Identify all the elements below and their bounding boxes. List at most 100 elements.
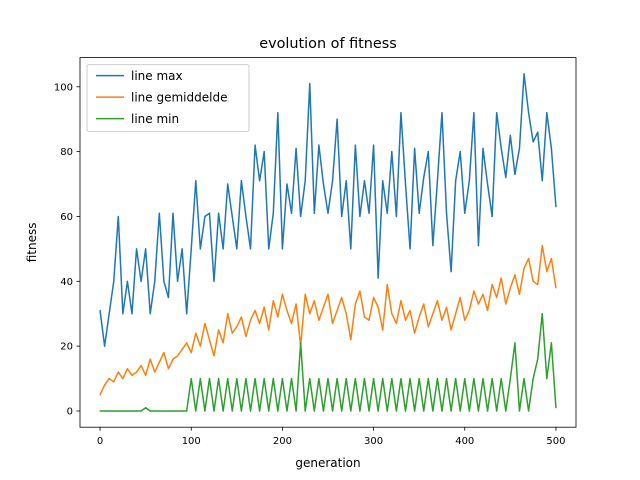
series-0-point bbox=[281, 248, 284, 250]
series-2-point bbox=[204, 410, 206, 412]
series-1-point bbox=[409, 309, 411, 312]
series-2-point bbox=[249, 410, 252, 412]
series-0-point bbox=[391, 151, 393, 153]
series-2-point bbox=[140, 410, 142, 412]
series-2-point bbox=[473, 377, 475, 380]
series-1-point bbox=[345, 313, 347, 315]
series-0-point bbox=[345, 180, 347, 182]
series-2-point bbox=[254, 377, 256, 380]
series-2-point bbox=[468, 410, 470, 412]
series-0-point bbox=[496, 112, 498, 114]
series-0-point bbox=[514, 173, 516, 175]
series-1-point bbox=[231, 332, 233, 334]
series-0-point bbox=[532, 141, 534, 143]
series-0-point bbox=[108, 313, 110, 315]
series-2-point bbox=[227, 377, 229, 380]
series-2-point bbox=[186, 410, 188, 412]
series-1-point bbox=[327, 293, 329, 295]
series-0-point bbox=[527, 112, 530, 114]
series-1-point bbox=[464, 319, 466, 321]
series-0-point bbox=[336, 118, 338, 120]
series-0-point bbox=[199, 248, 201, 250]
series-2-point bbox=[382, 377, 384, 380]
series-1-point bbox=[108, 377, 110, 380]
series-1-point bbox=[245, 335, 247, 338]
series-0-point bbox=[149, 313, 151, 315]
series-2-point bbox=[167, 410, 170, 412]
series-1-point bbox=[354, 303, 356, 305]
series-1-point bbox=[341, 296, 343, 299]
series-1-point bbox=[473, 290, 475, 292]
series-1-point bbox=[363, 316, 366, 318]
series-0-point bbox=[537, 131, 539, 133]
series-2-point bbox=[509, 377, 511, 380]
series-0-point bbox=[322, 183, 325, 185]
series-2-point bbox=[368, 410, 370, 412]
series-1-point bbox=[377, 306, 379, 308]
series-0-point bbox=[473, 112, 475, 114]
series-2-point bbox=[496, 410, 498, 412]
series-0-point bbox=[486, 183, 489, 185]
series-1-point bbox=[486, 309, 489, 312]
series-2-point bbox=[436, 377, 439, 380]
series-0-point bbox=[395, 215, 397, 218]
series-0-point bbox=[204, 215, 206, 218]
series-1-point bbox=[181, 348, 183, 350]
series-2-point bbox=[318, 377, 320, 380]
series-1-point bbox=[172, 358, 174, 360]
series-1-point bbox=[404, 319, 407, 321]
series-1-point bbox=[400, 300, 402, 302]
series-0-point bbox=[245, 215, 247, 218]
series-2-point bbox=[176, 410, 179, 412]
series-0-point bbox=[222, 248, 224, 250]
series-2-point bbox=[527, 410, 530, 412]
series-1-point bbox=[281, 293, 284, 295]
series-2-point bbox=[309, 377, 311, 380]
series-0-point bbox=[427, 151, 429, 153]
series-1-point bbox=[304, 293, 306, 295]
series-2-point bbox=[245, 377, 247, 380]
series-2-point bbox=[281, 377, 284, 380]
series-0-point bbox=[259, 180, 261, 182]
series-0-point bbox=[377, 277, 379, 279]
series-0-point bbox=[304, 180, 306, 182]
series-2-point bbox=[126, 410, 129, 412]
series-0-point bbox=[363, 180, 366, 182]
series-2-point bbox=[222, 410, 224, 412]
series-1-point bbox=[104, 384, 106, 386]
series-1-point bbox=[459, 296, 461, 299]
series-0-point bbox=[263, 151, 265, 153]
series-0-point bbox=[195, 180, 197, 182]
series-1-point bbox=[140, 365, 142, 367]
series-2-point bbox=[386, 410, 388, 412]
series-0-point bbox=[382, 180, 384, 182]
series-0-point bbox=[313, 212, 315, 214]
series-1-point bbox=[386, 283, 388, 286]
series-2-point bbox=[477, 410, 480, 412]
series-0-point bbox=[418, 212, 420, 214]
series-0-point bbox=[208, 212, 211, 214]
series-1-point bbox=[555, 287, 557, 289]
series-1-point bbox=[336, 309, 338, 312]
series-2-point bbox=[172, 410, 174, 412]
series-0-point bbox=[254, 144, 256, 146]
series-2 bbox=[99, 312, 557, 412]
series-0-point bbox=[550, 147, 552, 149]
series-2-point bbox=[135, 410, 138, 412]
series-0-point bbox=[181, 248, 183, 250]
series-2-point bbox=[432, 410, 434, 412]
series-1-point bbox=[254, 309, 256, 312]
series-1-point bbox=[505, 303, 507, 305]
series-1-point bbox=[290, 322, 293, 325]
series-2-point bbox=[537, 358, 539, 360]
series-1-point bbox=[204, 322, 206, 325]
series-1-point bbox=[514, 274, 516, 276]
chart-title: evolution of fitness bbox=[259, 36, 397, 52]
series-1-point bbox=[450, 329, 452, 331]
series-0-point bbox=[227, 183, 229, 185]
series-1-point bbox=[391, 313, 393, 315]
series-0-point bbox=[482, 147, 484, 149]
series-1-point bbox=[122, 377, 124, 380]
y-tick-label: 100 bbox=[54, 82, 73, 93]
series-1-point bbox=[286, 309, 288, 312]
